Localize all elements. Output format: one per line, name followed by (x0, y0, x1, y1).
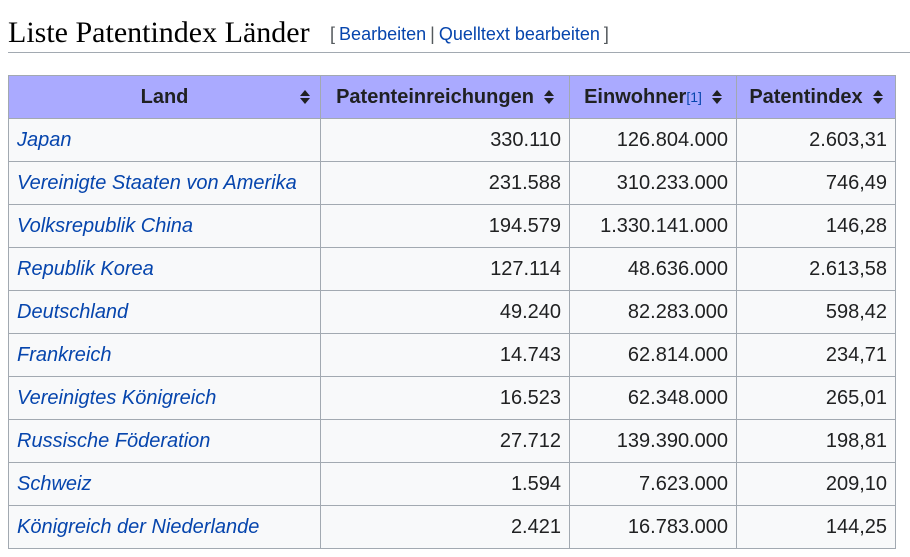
cell-index: 746,49 (736, 161, 896, 205)
table-header-row: Land Patenteinreichungen Einwohner [1] Pa… (8, 75, 896, 119)
table-row: Vereinigtes Königreich 16.523 62.348.000… (8, 376, 896, 420)
cell-patents: 127.114 (320, 247, 570, 291)
table-row: Volksrepublik China 194.579 1.330.141.00… (8, 204, 896, 248)
cell-patents: 14.743 (320, 333, 570, 377)
cell-patents: 49.240 (320, 290, 570, 334)
cell-patents: 16.523 (320, 376, 570, 420)
cell-patents: 1.594 (320, 462, 570, 506)
table-row: Schweiz 1.594 7.623.000 209,10 (8, 462, 896, 506)
column-header-label: Land (140, 85, 189, 108)
country-link[interactable]: Königreich der Niederlande (17, 515, 260, 538)
reference-link[interactable]: [1] (686, 89, 702, 105)
cell-land: Volksrepublik China (8, 204, 321, 248)
cell-index: 234,71 (736, 333, 896, 377)
patent-index-table: Land Patenteinreichungen Einwohner [1] Pa… (8, 75, 896, 549)
cell-index: 144,25 (736, 505, 896, 549)
country-link[interactable]: Frankreich (17, 343, 112, 366)
table-row: Vereinigte Staaten von Amerika 231.588 3… (8, 161, 896, 205)
cell-land: Frankreich (8, 333, 321, 377)
column-header-patents[interactable]: Patenteinreichungen (320, 75, 570, 119)
cell-population: 16.783.000 (569, 505, 737, 549)
cell-patents: 330.110 (320, 118, 570, 162)
cell-land: Schweiz (8, 462, 321, 506)
country-link[interactable]: Deutschland (17, 300, 129, 323)
cell-population: 139.390.000 (569, 419, 737, 463)
cell-population: 7.623.000 (569, 462, 737, 506)
column-header-index[interactable]: Patentindex (736, 75, 896, 119)
cell-population: 62.348.000 (569, 376, 737, 420)
edit-bracket-close: ] (603, 24, 609, 44)
section-heading: Liste Patentindex Länder [Bearbeiten | Que… (8, 14, 910, 53)
sort-icon (872, 90, 883, 104)
cell-index: 146,28 (736, 204, 896, 248)
column-header-label: Patenteinreichungen (336, 85, 534, 108)
edit-source-link[interactable]: Quelltext bearbeiten (438, 24, 600, 44)
cell-population: 62.814.000 (569, 333, 737, 377)
table-row: Königreich der Niederlande 2.421 16.783.… (8, 505, 896, 549)
sort-icon (711, 90, 722, 104)
cell-land: Russische Föderation (8, 419, 321, 463)
table-row: Republik Korea 127.114 48.636.000 2.613,… (8, 247, 896, 291)
cell-land: Deutschland (8, 290, 321, 334)
cell-index: 2.613,58 (736, 247, 896, 291)
cell-land: Republik Korea (8, 247, 321, 291)
cell-population: 1.330.141.000 (569, 204, 737, 248)
edit-section-links: [Bearbeiten | Quelltext bearbeiten] (330, 24, 609, 44)
cell-index: 2.603,31 (736, 118, 896, 162)
country-link[interactable]: Japan (17, 128, 72, 151)
column-header-label: Einwohner (584, 85, 687, 108)
section-title: Liste Patentindex Länder (8, 16, 310, 49)
cell-land: Königreich der Niederlande (8, 505, 321, 549)
edit-bracket-open: [ (330, 24, 336, 44)
table-row: Japan 330.110 126.804.000 2.603,31 (8, 118, 896, 162)
country-link[interactable]: Schweiz (17, 472, 92, 495)
cell-land: Vereinigtes Königreich (8, 376, 321, 420)
cell-patents: 27.712 (320, 419, 570, 463)
cell-population: 126.804.000 (569, 118, 737, 162)
country-link[interactable]: Russische Föderation (17, 429, 211, 452)
cell-population: 48.636.000 (569, 247, 737, 291)
table-row: Russische Föderation 27.712 139.390.000 … (8, 419, 896, 463)
cell-index: 209,10 (736, 462, 896, 506)
column-header-land[interactable]: Land (8, 75, 321, 119)
table-row: Frankreich 14.743 62.814.000 234,71 (8, 333, 896, 377)
column-header-label: Patentindex (749, 85, 863, 108)
edit-separator: | (430, 24, 435, 44)
edit-link[interactable]: Bearbeiten (339, 24, 427, 44)
country-link[interactable]: Republik Korea (17, 257, 154, 280)
cell-population: 82.283.000 (569, 290, 737, 334)
cell-land: Vereinigte Staaten von Amerika (8, 161, 321, 205)
sort-icon (543, 90, 554, 104)
cell-patents: 231.588 (320, 161, 570, 205)
sort-icon (300, 90, 310, 104)
cell-land: Japan (8, 118, 321, 162)
cell-index: 265,01 (736, 376, 896, 420)
country-link[interactable]: Vereinigte Staaten von Amerika (17, 171, 297, 194)
cell-index: 198,81 (736, 419, 896, 463)
cell-index: 598,42 (736, 290, 896, 334)
table-row: Deutschland 49.240 82.283.000 598,42 (8, 290, 896, 334)
column-header-population[interactable]: Einwohner [1] (569, 75, 737, 119)
cell-population: 310.233.000 (569, 161, 737, 205)
cell-patents: 2.421 (320, 505, 570, 549)
country-link[interactable]: Volksrepublik China (17, 214, 194, 237)
country-link[interactable]: Vereinigtes Königreich (17, 386, 217, 409)
cell-patents: 194.579 (320, 204, 570, 248)
